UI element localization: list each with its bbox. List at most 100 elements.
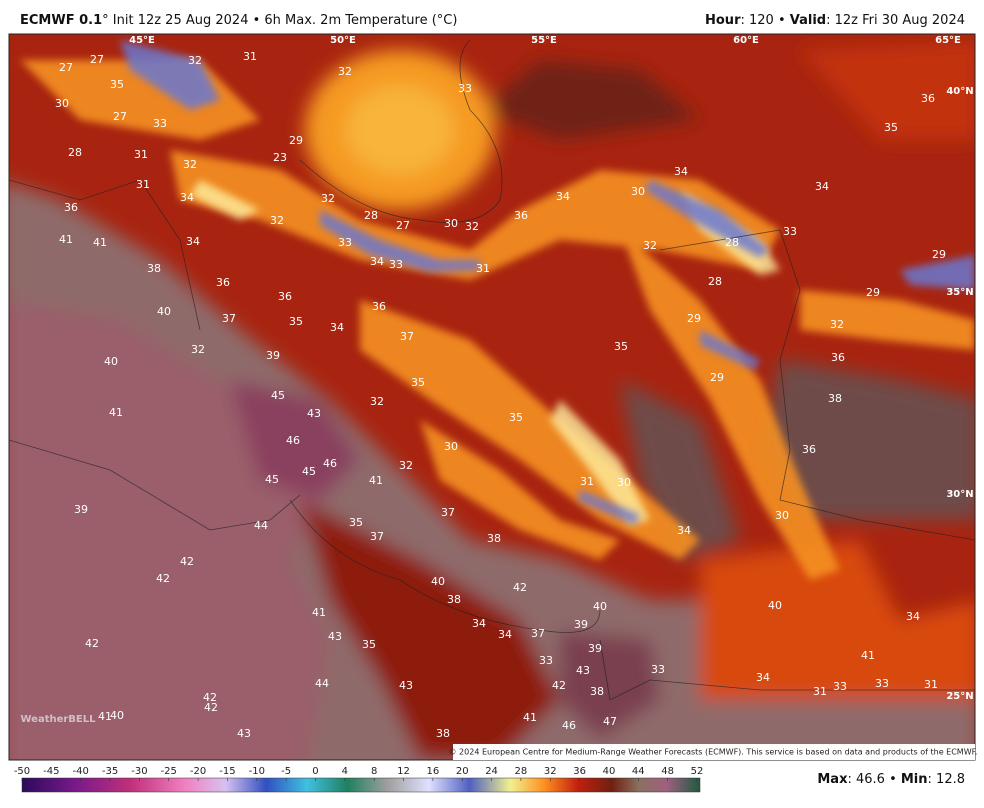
temperature-label: 32 <box>183 158 197 171</box>
temperature-label: 44 <box>315 677 329 690</box>
temperature-label: 32 <box>370 395 384 408</box>
colorbar-tick-label: -15 <box>219 766 235 777</box>
longitude-label: 65°E <box>935 35 961 46</box>
temperature-label: 38 <box>828 392 842 405</box>
temperature-label: 28 <box>708 275 722 288</box>
temperature-label: 42 <box>85 637 99 650</box>
temperature-label: 41 <box>109 406 123 419</box>
temperature-label: 36 <box>372 300 386 313</box>
temperature-label: 41 <box>93 236 107 249</box>
header-right: Hour: 120 • Valid: 12z Fri 30 Aug 2024 <box>705 13 965 28</box>
temperature-label: 42 <box>203 691 217 704</box>
temperature-label: 43 <box>576 664 590 677</box>
temperature-label: 27 <box>90 53 104 66</box>
latitude-label: 30°N <box>946 489 973 500</box>
temperature-label: 36 <box>802 443 816 456</box>
temperature-label: 33 <box>153 117 167 130</box>
temperature-label: 43 <box>328 630 342 643</box>
temperature-label: 30 <box>617 476 631 489</box>
temperature-label: 45 <box>265 473 279 486</box>
temperature-label: 36 <box>278 290 292 303</box>
latitude-label: 40°N <box>946 86 973 97</box>
temperature-label: 33 <box>338 236 352 249</box>
temperature-label: 35 <box>411 376 425 389</box>
temperature-label: 41 <box>523 711 537 724</box>
colorbar-tick-label: -20 <box>190 766 206 777</box>
temperature-label: 39 <box>574 618 588 631</box>
model: ECMWF 0.1 <box>20 13 103 28</box>
temperature-label: 29 <box>866 286 880 299</box>
colorbar-tick-label: 36 <box>573 766 586 777</box>
temperature-label: 31 <box>243 50 257 63</box>
max-label: Max <box>817 772 848 787</box>
max-value: : 46.6 • <box>847 772 901 787</box>
temperature-label: 39 <box>588 642 602 655</box>
temperature-label: 32 <box>643 239 657 252</box>
colorbar-tick-label: 28 <box>515 766 528 777</box>
temperature-label: 27 <box>113 110 127 123</box>
temperature-label: 34 <box>330 321 344 334</box>
temperature-label: 44 <box>254 519 268 532</box>
temperature-label: 34 <box>180 191 194 204</box>
temperature-label: 38 <box>447 593 461 606</box>
temperature-label: 38 <box>436 727 450 740</box>
temperature-label: 43 <box>307 407 321 420</box>
temperature-label: 30 <box>631 185 645 198</box>
temperature-label: 38 <box>590 685 604 698</box>
borders <box>9 39 975 701</box>
temperature-label: 28 <box>725 236 739 249</box>
temperature-label: 30 <box>444 440 458 453</box>
longitude-label: 50°E <box>330 35 356 46</box>
map-field <box>9 34 975 760</box>
hour-value: : 120 • <box>740 13 790 28</box>
temperature-label: 34 <box>186 235 200 248</box>
temperature-label: 31 <box>924 678 938 691</box>
temperature-label: 33 <box>875 677 889 690</box>
colorbar-tick-label: -50 <box>14 766 30 777</box>
temperature-label: 36 <box>514 209 528 222</box>
temperature-label: 29 <box>710 371 724 384</box>
temperature-label: 41 <box>369 474 383 487</box>
temperature-label: 34 <box>906 610 920 623</box>
valid-label: Valid <box>789 13 827 28</box>
colorbar-tick-label: -10 <box>249 766 265 777</box>
colorbar-tick-label: -25 <box>161 766 177 777</box>
temperature-label: 29 <box>687 312 701 325</box>
colorbar-tick-label: 48 <box>661 766 674 777</box>
colorbar-tick-label: -35 <box>102 766 118 777</box>
temperature-label: 34 <box>472 617 486 630</box>
temperature-label: 37 <box>441 506 455 519</box>
temperature-label: 40 <box>431 575 445 588</box>
temperature-label: 36 <box>831 351 845 364</box>
temperature-label: 32 <box>188 54 202 67</box>
temperature-label: 40 <box>157 305 171 318</box>
temperature-label: 45 <box>271 389 285 402</box>
colorbar-tick-label: 16 <box>427 766 440 777</box>
temperature-label: 45 <box>302 465 316 478</box>
temperature-label: 35 <box>614 340 628 353</box>
footer-stats: Max: 46.6 • Min: 12.8 <box>817 772 965 787</box>
temperature-label: 34 <box>498 628 512 641</box>
temperature-label: 37 <box>222 312 236 325</box>
temperature-label: 27 <box>396 219 410 232</box>
latitude-label: 25°N <box>946 691 973 702</box>
temperature-label: 35 <box>884 121 898 134</box>
temperature-label: 39 <box>266 349 280 362</box>
temperature-label: 34 <box>370 255 384 268</box>
temperature-label: 41 <box>98 710 112 723</box>
colorbar-tick-label: 44 <box>632 766 645 777</box>
temperature-label: 28 <box>364 209 378 222</box>
temperature-label: 33 <box>458 82 472 95</box>
temperature-label: 35 <box>362 638 376 651</box>
temperature-label: 41 <box>312 606 326 619</box>
valid-value: : 12z Fri 30 Aug 2024 <box>826 13 965 28</box>
temperature-label: 42 <box>180 555 194 568</box>
colorbar-tick-label: -40 <box>73 766 89 777</box>
temperature-label: 31 <box>813 685 827 698</box>
temperature-label: 34 <box>677 524 691 537</box>
colorbar-tick-label: 4 <box>342 766 348 777</box>
colorbar-tick-label: 0 <box>312 766 318 777</box>
temperature-label: 30 <box>444 217 458 230</box>
hour-label: Hour <box>705 13 741 28</box>
